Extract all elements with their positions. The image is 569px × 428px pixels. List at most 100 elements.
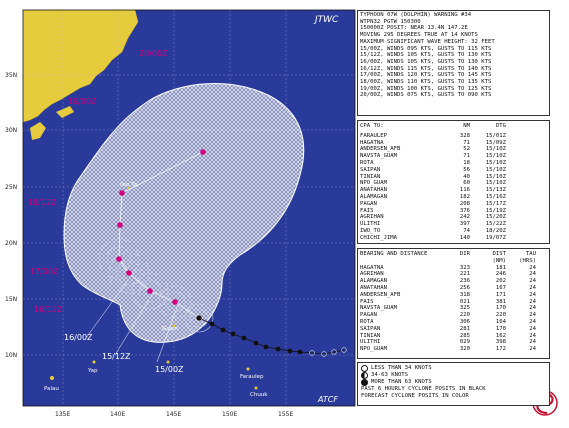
bearing-panel: BEARING AND DISTANCE DIR DIST TAU (NM) (… [357, 248, 550, 359]
bearing-row: NAVSTA_GUAM 325 170 24 [358, 305, 549, 312]
lon-label: 145E [166, 411, 181, 418]
filled-circle-icon [361, 379, 368, 386]
bearing-location: ULITHI [360, 339, 381, 346]
cpa-distance: 56 [463, 166, 470, 173]
bearing-dist: 170 [495, 325, 506, 332]
bearing-location: HAGATNA [360, 264, 384, 271]
lat-label: 35N [5, 72, 17, 79]
bearing-location: FAIS [360, 298, 374, 305]
cpa-time: 15/10Z [485, 173, 506, 180]
bearing-row: ROTA 306 164 24 [358, 319, 549, 326]
bearing-location: NPO_GUAM [360, 346, 387, 353]
cpa-distance: 18 [463, 159, 470, 166]
bearing-header: BEARING AND DISTANCE DIR DIST TAU [358, 251, 549, 258]
warning-line: 20/00Z, WINDS 075 KTS, GUSTS TO 090 KTS [360, 92, 492, 99]
bearing-tau: 24 [529, 318, 536, 325]
bearing-row: AGRIHAN 221 246 24 [358, 271, 549, 278]
bearing-header-tau: TAU [525, 251, 536, 257]
cpa-time: 15/16Z [485, 193, 506, 200]
cpa-distance: 52 [463, 146, 470, 153]
warning-line: 15/12Z, WINDS 105 KTS, GUSTS TO 130 KTS [360, 52, 492, 59]
bearing-dist: 220 [495, 312, 506, 319]
cpa-row: ULITHI 397 15/22Z [358, 221, 549, 228]
bearing-tau: 24 [529, 332, 536, 339]
cpa-distance: 71 [463, 153, 470, 160]
place-label: Chuuk [250, 392, 268, 398]
cpa-distance: 116 [459, 187, 470, 194]
footer-agency-label: ATCF [317, 395, 338, 404]
cpa-row: PAGAN 208 15/17Z [358, 201, 549, 208]
cpa-time: 19/07Z [485, 234, 506, 241]
cpa-location: ANATAHAN [360, 187, 387, 194]
bearing-row: FAIS 021 381 24 [358, 299, 549, 306]
current-position [195, 314, 203, 322]
time-label: 19/00Z [68, 97, 97, 106]
bearing-dist: 202 [495, 278, 506, 285]
bearing-header-tau-unit: (HRS) [519, 257, 536, 264]
warning-line: 17/00Z, WINDS 120 KTS, GUSTS TO 145 KTS [360, 72, 492, 79]
lat-label: 20N [5, 240, 17, 247]
bearing-dir: 318 [459, 291, 470, 298]
cpa-location: IWO_TO [360, 227, 381, 234]
bearing-dir: 285 [459, 332, 470, 339]
bearing-dir: 320 [459, 346, 470, 353]
lat-label: 10N [5, 352, 17, 359]
land-shikoku [56, 106, 74, 118]
warning-line: TYPHOON 07W (DOLPHIN) WARNING #34 [360, 12, 472, 18]
cpa-location: FARAULEP [360, 132, 387, 139]
bearing-dist: 164 [495, 318, 506, 325]
legend-item: 34-63 KNOTS [358, 372, 549, 379]
cpa-distance: 328 [459, 132, 470, 139]
cpa-row: HAGATNA 71 15/09Z [358, 140, 549, 147]
half-circle-icon [361, 372, 368, 379]
cpa-time: 18/20Z [485, 227, 506, 234]
bearing-row: TINIAN 285 162 24 [358, 333, 549, 340]
cpa-panel: CPA TO: NM DTG FARAULEP 328 15/01Z HAGATNA 7… [357, 120, 550, 244]
cpa-time: 15/01Z [485, 132, 506, 139]
bearing-tau: 24 [529, 305, 536, 312]
analysis-time-labels: 16/00Z 15/12Z 15/00Z [64, 333, 184, 374]
bearing-dir: 221 [459, 271, 470, 278]
forecast-area [63, 83, 305, 343]
cpa-row: IWO_TO 74 18/20Z [358, 228, 549, 235]
past-positions [209, 321, 303, 355]
bearing-dist: 171 [495, 291, 506, 298]
bearing-dist: 167 [495, 284, 506, 291]
cpa-row: AGRIHAN 242 15/20Z [358, 214, 549, 221]
bearing-dist: 172 [495, 346, 506, 353]
cpa-time: 15/09Z [485, 139, 506, 146]
bearing-location: PAGAN [360, 312, 377, 319]
bearing-tau: 24 [529, 312, 536, 319]
cpa-time: 15/22Z [485, 221, 506, 228]
bearing-location: ANATAHAN [360, 284, 387, 291]
cpa-distance: 376 [459, 207, 470, 214]
cpa-distance: 40 [463, 173, 470, 180]
bearing-row: NPO_GUAM 320 172 24 [358, 346, 549, 353]
cpa-rows: FARAULEP 328 15/01Z HAGATNA 71 15/09Z ANDERSEN… [358, 133, 549, 242]
bearing-dist: 398 [495, 339, 506, 346]
cpa-time: 15/13Z [485, 187, 506, 194]
warning-line: 150000Z POSIT: NEAR 13.4N 147.2E [360, 25, 468, 32]
cpa-distance: 71 [463, 139, 470, 146]
cpa-distance: 397 [459, 221, 470, 228]
forecast-time-labels: 20/00Z 19/00Z 18/12Z 17/00Z 16/12Z [28, 49, 168, 314]
bearing-tau: 24 [529, 278, 536, 285]
cpa-header: CPA TO: NM DTG [358, 123, 549, 130]
bearing-dist: 246 [495, 271, 506, 278]
warning-line: WTPN32 PGTW 150300 [360, 18, 421, 25]
time-label: 18/12Z [28, 198, 57, 207]
lat-label: 30N [5, 127, 17, 134]
time-label: 17/00Z [30, 267, 59, 276]
bearing-row: ALAMAGAN 236 202 24 [358, 278, 549, 285]
cpa-location: TINIAN [360, 173, 381, 180]
bearing-tau: 24 [529, 271, 536, 278]
place-label: Palau [44, 386, 59, 392]
bearing-row: SAIPAN 281 170 24 [358, 326, 549, 333]
bearing-dir: 281 [459, 325, 470, 332]
bearing-tau: 24 [529, 346, 536, 353]
wind-radii [98, 238, 214, 333]
cpa-row: SAIPAN 56 15/10Z [358, 167, 549, 174]
cpa-row: TINIAN 40 15/10Z [358, 174, 549, 181]
bearing-location: ALAMAGAN [360, 278, 387, 285]
